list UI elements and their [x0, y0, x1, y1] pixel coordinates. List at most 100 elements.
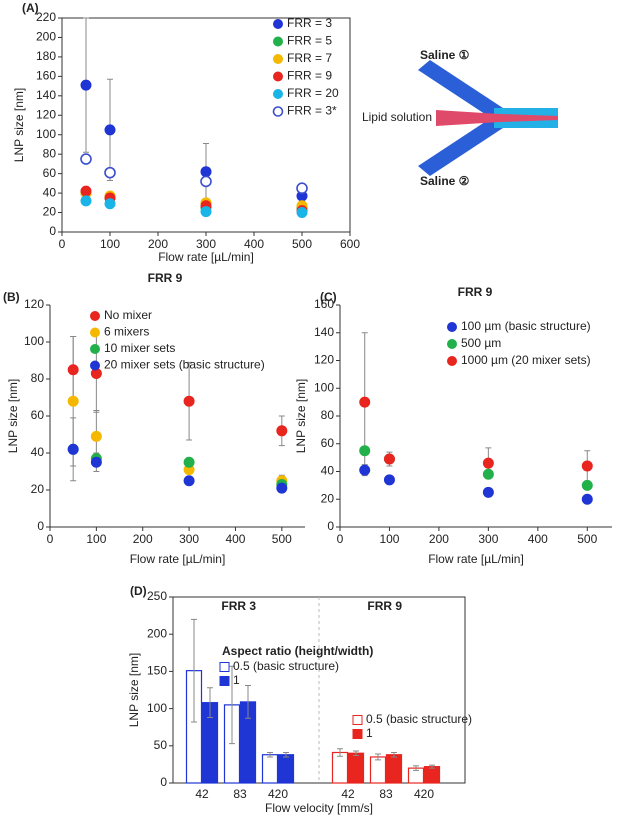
y-tick-label: 200 — [147, 626, 167, 640]
data-point — [80, 185, 92, 197]
legend-label: FRR = 7 — [287, 51, 332, 65]
data-point — [359, 396, 371, 408]
data-point — [67, 395, 79, 407]
x-tick-label: 100 — [86, 532, 106, 546]
legend-marker — [219, 676, 230, 686]
bar — [261, 754, 279, 784]
y-tick-label: 140 — [36, 88, 56, 102]
x-tick-label: 0 — [59, 237, 66, 251]
legend-marker — [352, 715, 363, 725]
mixer-diagram: Saline ① Lipid solution Saline ② — [362, 48, 558, 188]
y-tick-label: 100 — [147, 701, 167, 715]
x-tick-label: 500 — [292, 237, 312, 251]
legend-label: FRR = 3* — [287, 104, 337, 118]
error-bar — [353, 750, 359, 756]
y-tick-label: 100 — [314, 380, 334, 394]
y-tick-label: 80 — [321, 408, 335, 422]
error-bar — [413, 765, 419, 771]
x-tick-label: 200 — [148, 237, 168, 251]
y-tick-label: 120 — [36, 107, 56, 121]
x-axis-label: Flow rate [µL/min] — [428, 552, 524, 566]
legend-title: Aspect ratio (height/width) — [222, 644, 373, 658]
legend-marker — [352, 729, 363, 739]
data-point — [183, 456, 195, 468]
bar — [347, 752, 365, 784]
x-axis-label: Flow rate [µL/min] — [158, 250, 254, 264]
data-point — [581, 460, 593, 472]
error-bar — [207, 687, 213, 719]
y-tick-label: 0 — [37, 519, 44, 533]
data-point — [90, 456, 102, 468]
x-tick-label: 500 — [272, 532, 292, 546]
legend-label: 500 µm — [461, 336, 501, 350]
data-point — [383, 474, 395, 486]
y-tick-label: 220 — [36, 10, 56, 24]
legend-marker — [273, 89, 283, 99]
x-tick-label: 100 — [379, 532, 399, 546]
data-point — [276, 425, 288, 437]
lipid-label: Lipid solution — [362, 110, 432, 124]
error-bar — [391, 751, 397, 758]
legend-label: 0.5 (basic structure) — [233, 659, 339, 673]
x-tick-label: 420 — [268, 787, 288, 801]
x-tick-label: 400 — [244, 237, 264, 251]
error-bar — [267, 751, 273, 758]
y-tick-label: 60 — [31, 408, 45, 422]
data-point — [581, 493, 593, 505]
y-axis-label: LNP size [nm] — [294, 379, 308, 453]
x-tick-label: 200 — [133, 532, 153, 546]
legend-marker — [272, 106, 284, 117]
error-bar — [245, 685, 251, 719]
y-tick-label: 40 — [31, 445, 45, 459]
y-axis-label: LNP size [nm] — [6, 379, 20, 453]
y-tick-label: 120 — [314, 353, 334, 367]
x-tick-label: 300 — [478, 532, 498, 546]
data-point — [482, 468, 494, 480]
legend-label: 100 µm (basic structure) — [461, 319, 591, 333]
y-tick-label: 60 — [43, 166, 57, 180]
legend-marker — [273, 54, 283, 64]
x-tick-label: 0 — [47, 532, 54, 546]
error-bar — [337, 748, 343, 757]
data-point — [90, 430, 102, 442]
data-point — [67, 443, 79, 455]
bar — [385, 754, 403, 784]
error-bar — [375, 753, 381, 761]
y-tick-label: 140 — [314, 325, 334, 339]
legend-marker — [273, 36, 283, 47]
x-axis-label: Flow velocity [mm/s] — [265, 801, 373, 815]
data-point — [183, 475, 195, 487]
data-point — [276, 482, 288, 494]
legend-label: 1000 µm (20 mixer sets) — [461, 353, 591, 367]
x-axis-label: Flow rate [µL/min] — [130, 552, 226, 566]
error-bar — [429, 764, 435, 769]
group-label: FRR 3 — [221, 599, 256, 613]
data-point — [482, 457, 494, 469]
legend-label: No mixer — [104, 308, 152, 322]
data-point — [104, 166, 116, 179]
legend-label: 20 mixer sets (basic structure) — [104, 358, 265, 372]
group-label: FRR 9 — [367, 599, 402, 613]
y-axis-label: LNP size [nm] — [12, 88, 26, 162]
y-tick-label: 160 — [314, 297, 334, 311]
data-point — [80, 195, 92, 207]
data-point — [383, 453, 395, 465]
data-point — [200, 206, 212, 218]
bar — [369, 756, 387, 784]
legend-label: 6 mixers — [104, 325, 149, 339]
legend-label: 1 — [233, 673, 240, 687]
data-point — [296, 182, 308, 195]
x-tick-label: 400 — [528, 532, 548, 546]
x-tick-label: 500 — [577, 532, 597, 546]
y-tick-label: 60 — [321, 436, 335, 450]
bar — [331, 751, 349, 784]
y-tick-label: 150 — [147, 664, 167, 678]
data-point — [200, 175, 212, 188]
legend-label: FRR = 20 — [287, 86, 339, 100]
legend-label: 1 — [366, 726, 373, 740]
error-bar — [191, 618, 197, 723]
legend-label: 0.5 (basic structure) — [366, 712, 472, 726]
legend-marker — [90, 360, 100, 371]
y-tick-label: 80 — [43, 146, 57, 160]
legend-marker — [273, 71, 283, 82]
